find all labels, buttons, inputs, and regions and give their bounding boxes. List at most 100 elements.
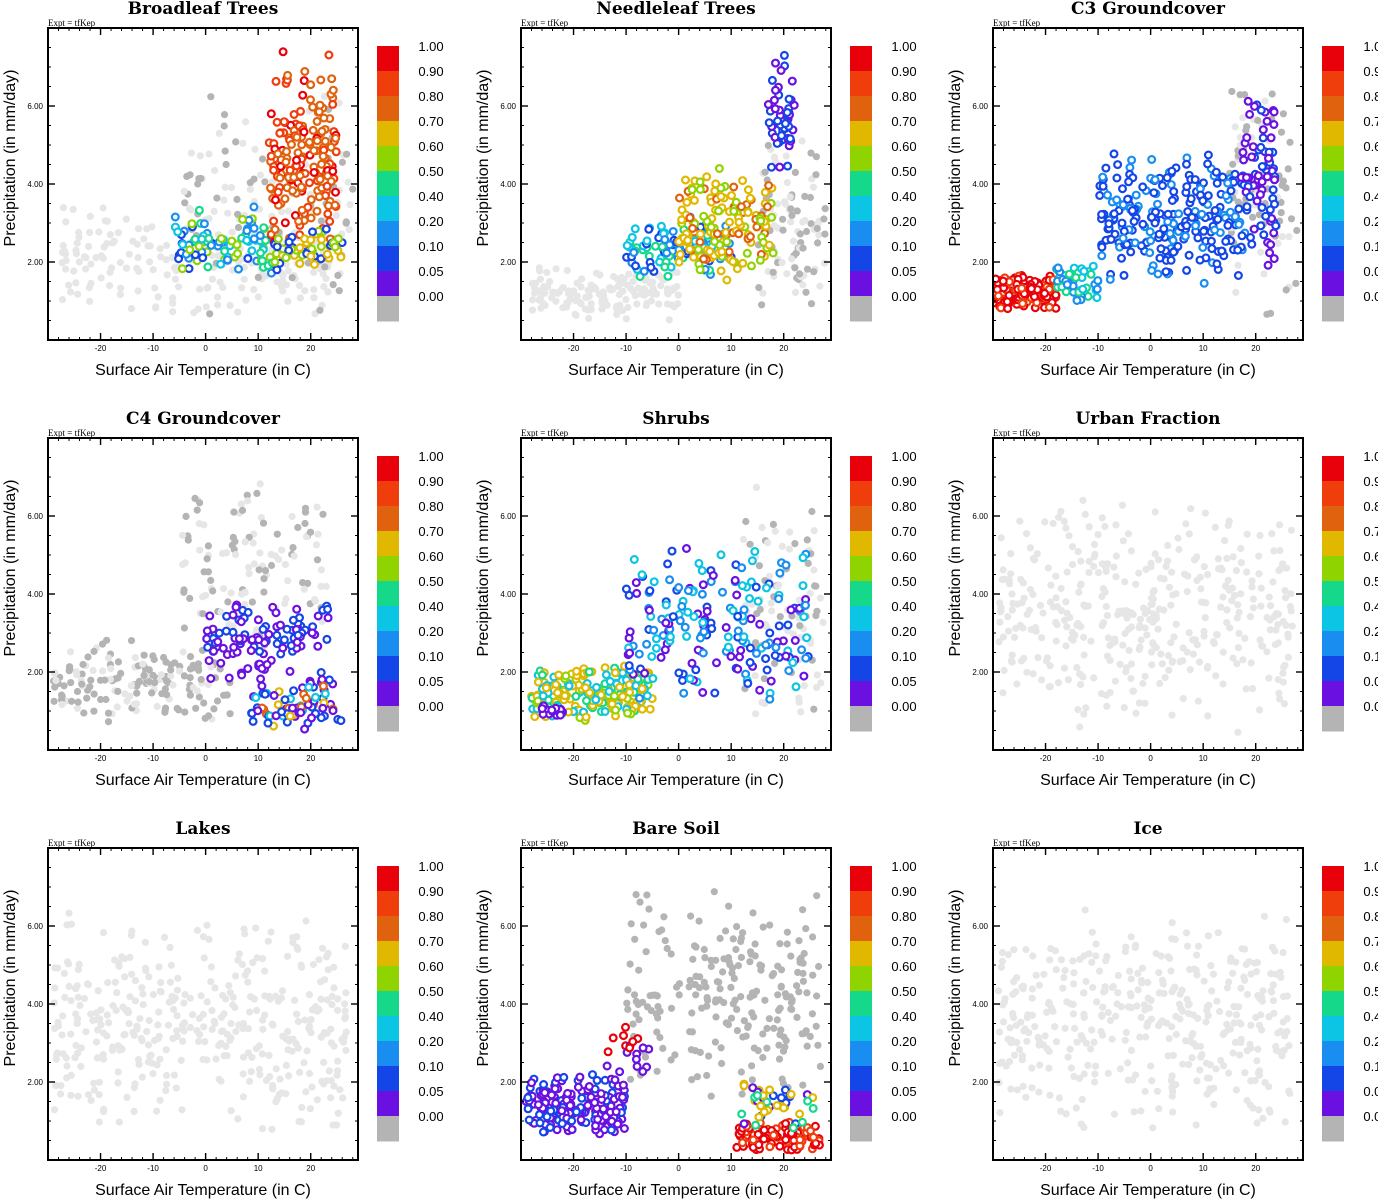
scatter-point xyxy=(1210,225,1220,235)
scatter-point xyxy=(996,1109,1004,1117)
scatter-point xyxy=(196,499,204,507)
scatter-point xyxy=(687,185,697,195)
scatter-point xyxy=(162,1087,170,1095)
scatter-point xyxy=(1229,654,1237,662)
scatter-point xyxy=(1002,297,1012,307)
scatter-point xyxy=(1121,578,1129,586)
x-tick-label: 0 xyxy=(1148,344,1153,353)
scatter-point xyxy=(766,676,776,686)
scatter-point xyxy=(238,284,246,292)
scatter-point xyxy=(755,562,764,570)
scatter-point xyxy=(577,300,585,308)
scatter-point xyxy=(1282,915,1290,924)
scatter-point xyxy=(1087,637,1095,645)
scatter-point xyxy=(284,267,292,275)
scatter-point xyxy=(637,684,647,694)
colorbar-label: 0.20 xyxy=(1363,214,1378,229)
scatter-point xyxy=(540,1088,550,1098)
scatter-point xyxy=(156,245,164,253)
colorbar-label: 0.20 xyxy=(891,1034,916,1049)
scatter-point xyxy=(1265,248,1275,258)
scatter-point xyxy=(288,274,296,282)
scatter-point xyxy=(306,1016,314,1025)
scatter-point xyxy=(1059,984,1067,992)
scatter-point xyxy=(1090,562,1098,571)
scatter-point xyxy=(646,279,654,287)
scatter-point xyxy=(1000,666,1008,675)
scatter-point xyxy=(50,999,58,1007)
scatter-point xyxy=(1008,651,1016,659)
scatter-point xyxy=(640,921,648,929)
scatter-point xyxy=(77,1062,85,1070)
scatter-point xyxy=(1075,588,1083,596)
scatter-point xyxy=(808,1010,817,1018)
scatter-point xyxy=(658,926,666,934)
scatter-point xyxy=(1263,153,1273,163)
scatter-point xyxy=(169,294,177,302)
scatter-point xyxy=(1009,990,1017,999)
scatter-point xyxy=(1286,1089,1294,1098)
scatter-point xyxy=(1045,1064,1053,1072)
scatter-point xyxy=(67,1071,75,1079)
scatter-point xyxy=(1182,929,1191,937)
scatter-point xyxy=(237,500,245,508)
scatter-point xyxy=(247,993,255,1001)
scatter-point xyxy=(797,708,805,716)
scatter-point xyxy=(198,253,208,263)
scatter-point xyxy=(1252,968,1261,976)
scatter-point xyxy=(1165,583,1173,591)
scatter-point xyxy=(288,1047,296,1055)
scatter-point xyxy=(1245,192,1255,202)
scatter-point xyxy=(1124,1076,1132,1084)
scatter-point xyxy=(168,253,176,262)
scatter-point xyxy=(1055,513,1063,521)
scatter-point xyxy=(1234,728,1242,736)
scatter-point xyxy=(625,270,633,278)
scatter-point xyxy=(238,960,246,969)
scatter-point xyxy=(203,262,213,272)
colorbar-swatch xyxy=(1322,1066,1344,1092)
scatter-point xyxy=(138,1073,146,1081)
scatter-point xyxy=(79,660,87,669)
colorbar-label: 0.05 xyxy=(891,1084,916,1099)
scatter-point xyxy=(746,958,754,966)
scatter-point xyxy=(133,1022,141,1030)
scatter-point xyxy=(705,247,715,257)
scatter-point xyxy=(298,90,308,100)
scatter-point xyxy=(1155,1105,1163,1113)
scatter-point xyxy=(758,523,766,532)
scatter-point xyxy=(203,921,211,929)
scatter-point xyxy=(120,1031,128,1039)
scatter-point xyxy=(336,1086,344,1094)
scatter-point xyxy=(1017,657,1026,665)
scatter-point xyxy=(1001,995,1009,1003)
scatter-point xyxy=(1269,578,1277,586)
scatter-point xyxy=(764,240,774,250)
scatter-point xyxy=(72,1010,80,1018)
scatter-point xyxy=(627,920,635,928)
scatter-point xyxy=(689,252,699,262)
scatter-point xyxy=(1155,253,1165,263)
scatter-point xyxy=(751,582,761,592)
scatter-point xyxy=(72,250,80,258)
scatter-point xyxy=(322,181,332,191)
scatter-point xyxy=(233,249,243,259)
scatter-point xyxy=(1243,990,1251,999)
scatter-point xyxy=(1256,636,1264,644)
scatter-point xyxy=(247,246,257,256)
scatter-point xyxy=(754,1140,764,1150)
scatter-point xyxy=(997,606,1005,614)
scatter-point xyxy=(1186,666,1194,674)
colorbar-label: 0.40 xyxy=(1363,1009,1378,1024)
scatter-point xyxy=(95,1078,103,1086)
scatter-point xyxy=(180,1027,188,1035)
scatter-point xyxy=(1022,1093,1030,1101)
scatter-point xyxy=(802,288,810,296)
scatter-point xyxy=(1196,1066,1204,1074)
scatter-point xyxy=(707,1092,715,1100)
scatter-point xyxy=(220,196,228,204)
scatter-point xyxy=(320,136,330,146)
scatter-point xyxy=(293,630,303,640)
scatter-point xyxy=(317,235,327,245)
